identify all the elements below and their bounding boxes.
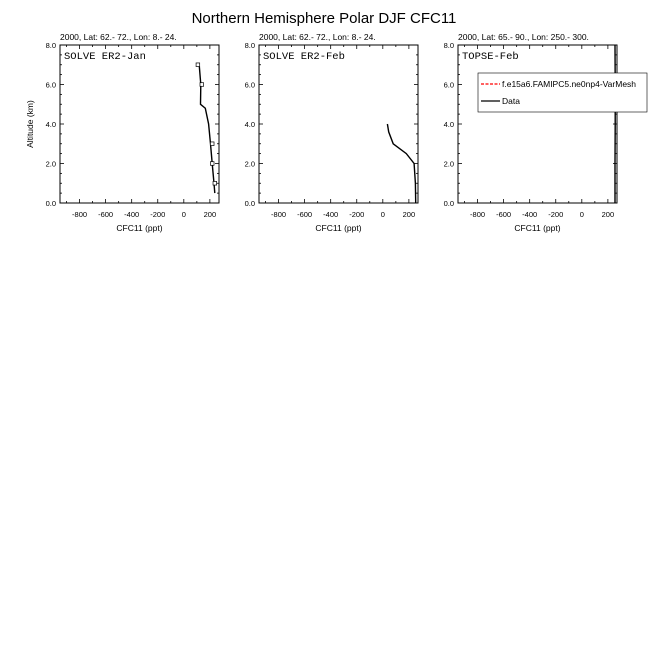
data-marker <box>210 162 214 166</box>
y-tick-label: 8.0 <box>46 41 56 50</box>
x-tick-label: -400 <box>522 210 537 219</box>
x-tick-label: -200 <box>349 210 364 219</box>
y-tick-label: 0.0 <box>245 199 255 208</box>
x-tick-label: 200 <box>204 210 217 219</box>
x-tick-label: -400 <box>323 210 338 219</box>
x-tick-label: 200 <box>403 210 416 219</box>
y-tick-label: 2.0 <box>245 160 255 169</box>
x-tick-label: -600 <box>297 210 312 219</box>
y-tick-label: 4.0 <box>245 120 255 129</box>
x-tick-label: -600 <box>496 210 511 219</box>
data-marker <box>213 181 217 185</box>
y-tick-label: 6.0 <box>46 81 56 90</box>
y-tick-label: 0.0 <box>444 199 454 208</box>
x-tick-label: -200 <box>548 210 563 219</box>
x-tick-label: 0 <box>182 210 186 219</box>
panel-header: 2000, Lat: 65.- 90., Lon: 250.- 300. <box>458 32 589 42</box>
panel-label: SOLVE ER2-Jan <box>64 51 146 63</box>
data-marker <box>200 83 204 87</box>
x-tick-label: 0 <box>381 210 385 219</box>
x-axis-label: CFC11 (ppt) <box>315 223 361 233</box>
figure-title: Northern Hemisphere Polar DJF CFC11 <box>192 10 457 27</box>
x-tick-label: -200 <box>150 210 165 219</box>
legend-label-data: Data <box>502 96 520 106</box>
y-tick-label: 2.0 <box>46 160 56 169</box>
y-tick-label: 6.0 <box>245 81 255 90</box>
panel-label: SOLVE ER2-Feb <box>263 51 345 63</box>
x-tick-label: -800 <box>470 210 485 219</box>
panel-label: TOPSE-Feb <box>462 51 519 63</box>
x-tick-label: -800 <box>271 210 286 219</box>
x-tick-label: 0 <box>580 210 584 219</box>
y-tick-label: 2.0 <box>444 160 454 169</box>
data-marker <box>210 142 214 146</box>
y-tick-label: 6.0 <box>444 81 454 90</box>
x-axis-label: CFC11 (ppt) <box>514 223 560 233</box>
y-tick-label: 4.0 <box>444 120 454 129</box>
panel-header: 2000, Lat: 62.- 72., Lon: 8.- 24. <box>259 32 376 42</box>
y-axis-label: Altitude (km) <box>25 100 35 148</box>
panel-header: 2000, Lat: 62.- 72., Lon: 8.- 24. <box>60 32 177 42</box>
y-tick-label: 0.0 <box>46 199 56 208</box>
y-tick-label: 8.0 <box>444 41 454 50</box>
legend-label-model: f.e15a6.FAMIPC5.ne0np4-VarMesh <box>502 79 636 89</box>
x-tick-label: 200 <box>602 210 615 219</box>
x-tick-label: -800 <box>72 210 87 219</box>
data-marker <box>196 63 200 67</box>
x-axis-label: CFC11 (ppt) <box>116 223 162 233</box>
x-tick-label: -400 <box>124 210 139 219</box>
x-tick-label: -600 <box>98 210 113 219</box>
y-tick-label: 4.0 <box>46 120 56 129</box>
y-tick-label: 8.0 <box>245 41 255 50</box>
legend: f.e15a6.FAMIPC5.ne0np4-VarMesh Data <box>478 73 647 112</box>
